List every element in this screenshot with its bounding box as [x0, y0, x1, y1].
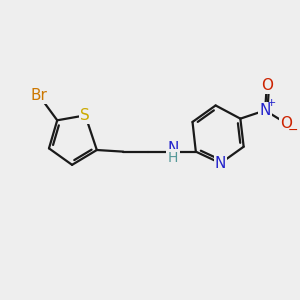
Text: +: +	[266, 98, 276, 108]
Text: H: H	[167, 151, 178, 165]
Text: Br: Br	[31, 88, 47, 103]
Text: N: N	[167, 141, 178, 156]
Text: N: N	[260, 103, 271, 118]
Text: O: O	[261, 78, 273, 93]
Text: N: N	[215, 156, 226, 171]
Text: S: S	[80, 108, 90, 123]
Text: −: −	[288, 124, 298, 137]
Text: O: O	[280, 116, 292, 131]
